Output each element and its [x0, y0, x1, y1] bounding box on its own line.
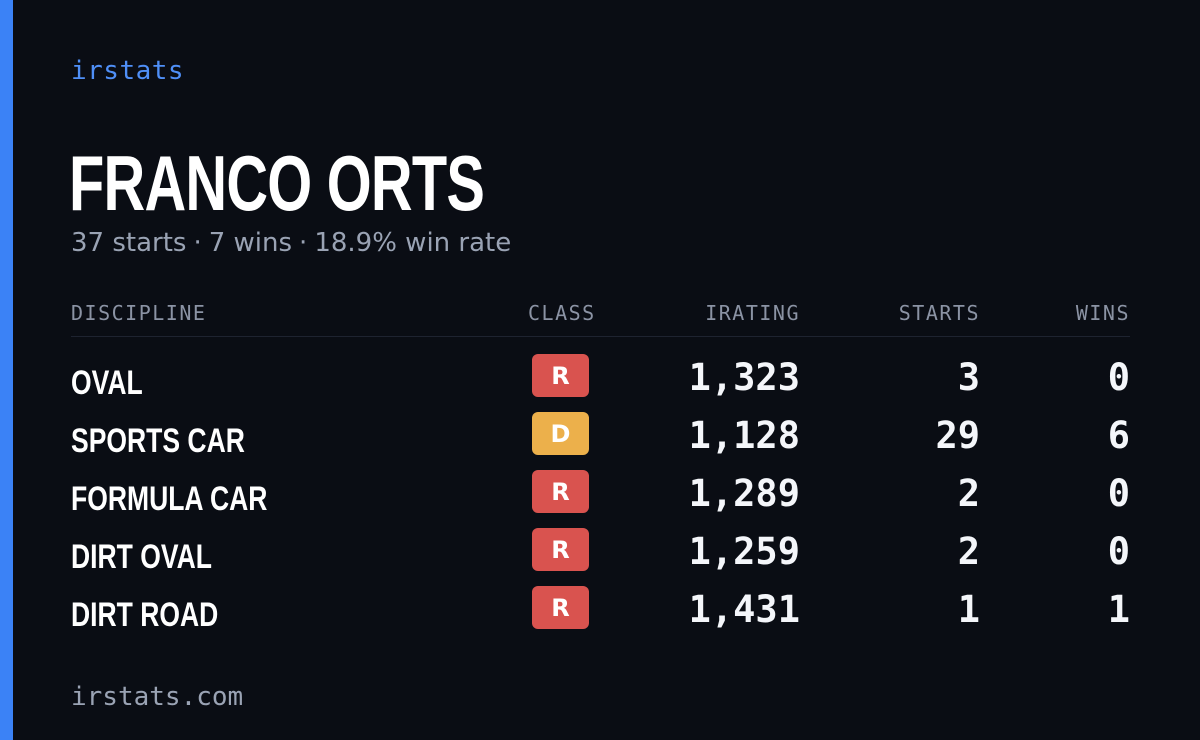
separator-dot: · — [299, 228, 308, 258]
discipline-name: OVAL — [71, 364, 143, 402]
separator-dot: · — [193, 228, 202, 258]
wins-value: 0 — [1107, 356, 1130, 399]
header-starts: STARTS — [898, 301, 980, 325]
wins-value: 0 — [1107, 472, 1130, 515]
driver-summary: 37 starts · 7 wins · 18.9% win rate — [71, 228, 511, 258]
irating-value: 1,323 — [688, 356, 800, 399]
wins-value: 1 — [1107, 588, 1130, 631]
starts-value: 2 — [957, 472, 980, 515]
class-badge: R — [532, 354, 589, 397]
table-row: DIRT ROAD R 1,431 1 1 — [0, 586, 1200, 644]
header-class: CLASS — [528, 301, 596, 325]
table-row: DIRT OVAL R 1,259 2 0 — [0, 528, 1200, 586]
class-badge: R — [532, 528, 589, 571]
table-row: SPORTS CAR D 1,128 29 6 — [0, 412, 1200, 470]
class-badge: R — [532, 586, 589, 629]
wins-value: 6 — [1107, 414, 1130, 457]
header-irating: IRATING — [705, 301, 800, 325]
class-badge: R — [532, 470, 589, 513]
header-divider — [71, 336, 1130, 337]
table-row: FORMULA CAR R 1,289 2 0 — [0, 470, 1200, 528]
accent-bar — [0, 0, 13, 740]
discipline-name: DIRT ROAD — [71, 596, 219, 634]
header-wins: WINS — [1075, 301, 1130, 325]
wins-value: 0 — [1107, 530, 1130, 573]
class-badge: D — [532, 412, 589, 455]
starts-summary: 37 starts — [71, 228, 187, 258]
discipline-name: SPORTS CAR — [71, 422, 245, 460]
irating-value: 1,431 — [688, 588, 800, 631]
discipline-name: FORMULA CAR — [71, 480, 268, 518]
discipline-name: DIRT OVAL — [71, 538, 212, 576]
irating-value: 1,128 — [688, 414, 800, 457]
driver-name: FRANCO ORTS — [69, 139, 485, 227]
irating-value: 1,289 — [688, 472, 800, 515]
irating-value: 1,259 — [688, 530, 800, 573]
starts-value: 2 — [957, 530, 980, 573]
win-rate-summary: 18.9% win rate — [314, 228, 512, 258]
starts-value: 3 — [957, 356, 980, 399]
wins-summary: 7 wins — [208, 228, 293, 258]
starts-value: 1 — [957, 588, 980, 631]
table-row: OVAL R 1,323 3 0 — [0, 354, 1200, 412]
header-discipline: DISCIPLINE — [71, 301, 207, 325]
starts-value: 29 — [935, 414, 980, 457]
brand-logo: irstats — [71, 56, 185, 86]
footer-url: irstats.com — [71, 682, 244, 712]
